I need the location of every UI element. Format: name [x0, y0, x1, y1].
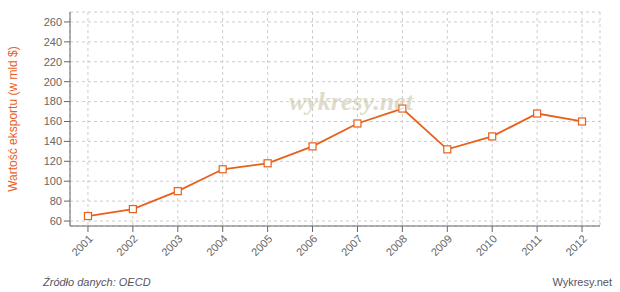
svg-text:2009: 2009	[428, 232, 454, 258]
svg-text:2001: 2001	[69, 232, 95, 258]
svg-text:140: 140	[44, 135, 62, 147]
svg-text:200: 200	[44, 76, 62, 88]
svg-text:260: 260	[44, 16, 62, 28]
svg-text:2002: 2002	[114, 232, 140, 258]
svg-text:60: 60	[50, 215, 62, 227]
svg-text:2012: 2012	[563, 232, 589, 258]
svg-text:Wartość eksportu (w mld $): Wartość eksportu (w mld $)	[8, 46, 20, 192]
svg-text:160: 160	[44, 115, 62, 127]
svg-text:100: 100	[44, 175, 62, 187]
svg-text:180: 180	[44, 95, 62, 107]
svg-text:2007: 2007	[339, 232, 365, 258]
html-text:Wykresy.net: Wykresy.net	[552, 276, 612, 288]
svg-text:2010: 2010	[473, 232, 499, 258]
svg-text:2006: 2006	[294, 232, 320, 258]
svg-text:240: 240	[44, 36, 62, 48]
svg-text:2011: 2011	[519, 232, 544, 257]
svg-text:2004: 2004	[204, 232, 230, 258]
svg-text:120: 120	[44, 155, 62, 167]
svg-text:220: 220	[44, 56, 62, 68]
svg-text:2005: 2005	[249, 232, 275, 258]
svg-text:80: 80	[50, 195, 62, 207]
html-text:wykresy.net: wykresy.net	[288, 86, 413, 116]
svg-text:2003: 2003	[159, 232, 185, 258]
svg-text:2008: 2008	[384, 232, 410, 258]
html-text:Źródło danych: OECD: Źródło danych: OECD	[43, 276, 151, 288]
